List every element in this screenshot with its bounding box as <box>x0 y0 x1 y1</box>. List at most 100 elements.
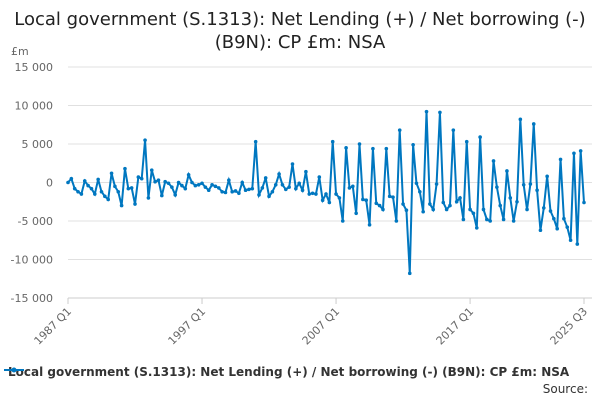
data-point <box>508 196 513 200</box>
data-point <box>143 138 147 142</box>
data-point <box>283 187 288 192</box>
data-point <box>317 175 322 179</box>
legend-line-icon <box>4 367 24 373</box>
data-point <box>401 202 405 206</box>
data-point <box>277 172 281 176</box>
data-point <box>294 186 298 191</box>
data-point <box>227 178 231 182</box>
data-point <box>424 109 429 114</box>
data-point <box>454 199 459 204</box>
data-point <box>518 117 523 122</box>
y-tick-label: -10 000 <box>11 254 53 267</box>
data-point <box>113 184 117 189</box>
data-point <box>186 173 191 177</box>
data-point <box>495 185 499 189</box>
data-point <box>206 188 211 192</box>
data-point <box>441 200 446 205</box>
data-point <box>404 208 409 213</box>
x-tick-label: 2017 Q1 <box>434 305 477 348</box>
data-point <box>468 207 472 212</box>
data-point <box>501 217 506 222</box>
data-point <box>273 183 278 187</box>
data-point <box>106 197 111 202</box>
data-point <box>109 171 114 176</box>
data-point <box>314 192 318 196</box>
data-point <box>377 203 382 208</box>
y-tick-label: -5 000 <box>18 215 53 228</box>
data-point <box>535 188 539 192</box>
data-point <box>505 169 509 173</box>
data-point <box>444 207 449 212</box>
data-point <box>270 189 275 194</box>
data-point <box>260 186 265 190</box>
data-point <box>558 157 563 162</box>
data-point <box>216 186 221 190</box>
data-point <box>488 219 492 223</box>
data-point <box>418 189 422 194</box>
data-point <box>552 216 556 221</box>
chart-title: Local government (S.1313): Net Lending (… <box>14 9 586 53</box>
data-point <box>237 191 241 196</box>
data-point <box>481 207 486 212</box>
data-point <box>257 193 261 197</box>
data-point <box>541 206 546 210</box>
data-point <box>528 182 533 186</box>
data-point <box>233 189 238 193</box>
data-point <box>267 194 271 199</box>
data-point <box>153 179 157 184</box>
data-point <box>307 192 312 196</box>
x-tick-label: 2007 Q1 <box>300 305 343 348</box>
data-point <box>421 209 425 214</box>
data-point <box>448 203 452 208</box>
data-point <box>545 174 549 179</box>
data-point <box>354 211 358 216</box>
data-point <box>562 216 566 221</box>
data-point <box>123 166 127 171</box>
data-point <box>247 187 251 192</box>
y-tick-label: 15 000 <box>15 61 54 74</box>
data-point <box>407 271 412 276</box>
data-point <box>300 188 305 192</box>
data-point <box>555 226 559 231</box>
data-point <box>431 207 436 212</box>
data-point <box>568 238 573 243</box>
data-point <box>190 180 194 185</box>
data-point <box>374 201 379 206</box>
data-point <box>451 128 456 132</box>
data-point <box>72 186 77 191</box>
data-point <box>86 183 90 188</box>
data-point <box>515 199 519 204</box>
data-point <box>364 198 369 203</box>
y-tick-label: 0 <box>46 177 53 190</box>
data-point <box>531 122 536 126</box>
y-tick-label: 10 000 <box>15 100 54 113</box>
data-point <box>538 228 543 233</box>
data-point <box>334 192 338 196</box>
data-point <box>243 188 248 192</box>
x-tick-label: 2025 Q3 <box>548 305 591 348</box>
data-point <box>344 146 348 150</box>
data-point <box>230 189 234 194</box>
data-point <box>139 176 144 181</box>
legend[interactable]: Local government (S.1313): Net Lending (… <box>4 365 569 379</box>
data-point <box>565 225 570 229</box>
data-point <box>263 176 268 180</box>
data-point <box>196 183 201 187</box>
data-point <box>391 195 395 199</box>
data-point <box>146 196 151 200</box>
data-point <box>347 186 352 190</box>
data-point <box>310 191 315 196</box>
data-point <box>79 192 84 196</box>
data-point <box>478 135 482 139</box>
data-point <box>126 186 131 191</box>
data-point <box>76 189 80 194</box>
data-point <box>166 181 171 186</box>
data-point <box>304 169 308 174</box>
data-point <box>133 202 137 206</box>
data-point <box>200 181 204 186</box>
data-point <box>149 168 154 172</box>
data-point <box>129 186 134 190</box>
data-point <box>461 217 466 222</box>
data-point <box>170 185 174 189</box>
data-point <box>160 193 164 198</box>
